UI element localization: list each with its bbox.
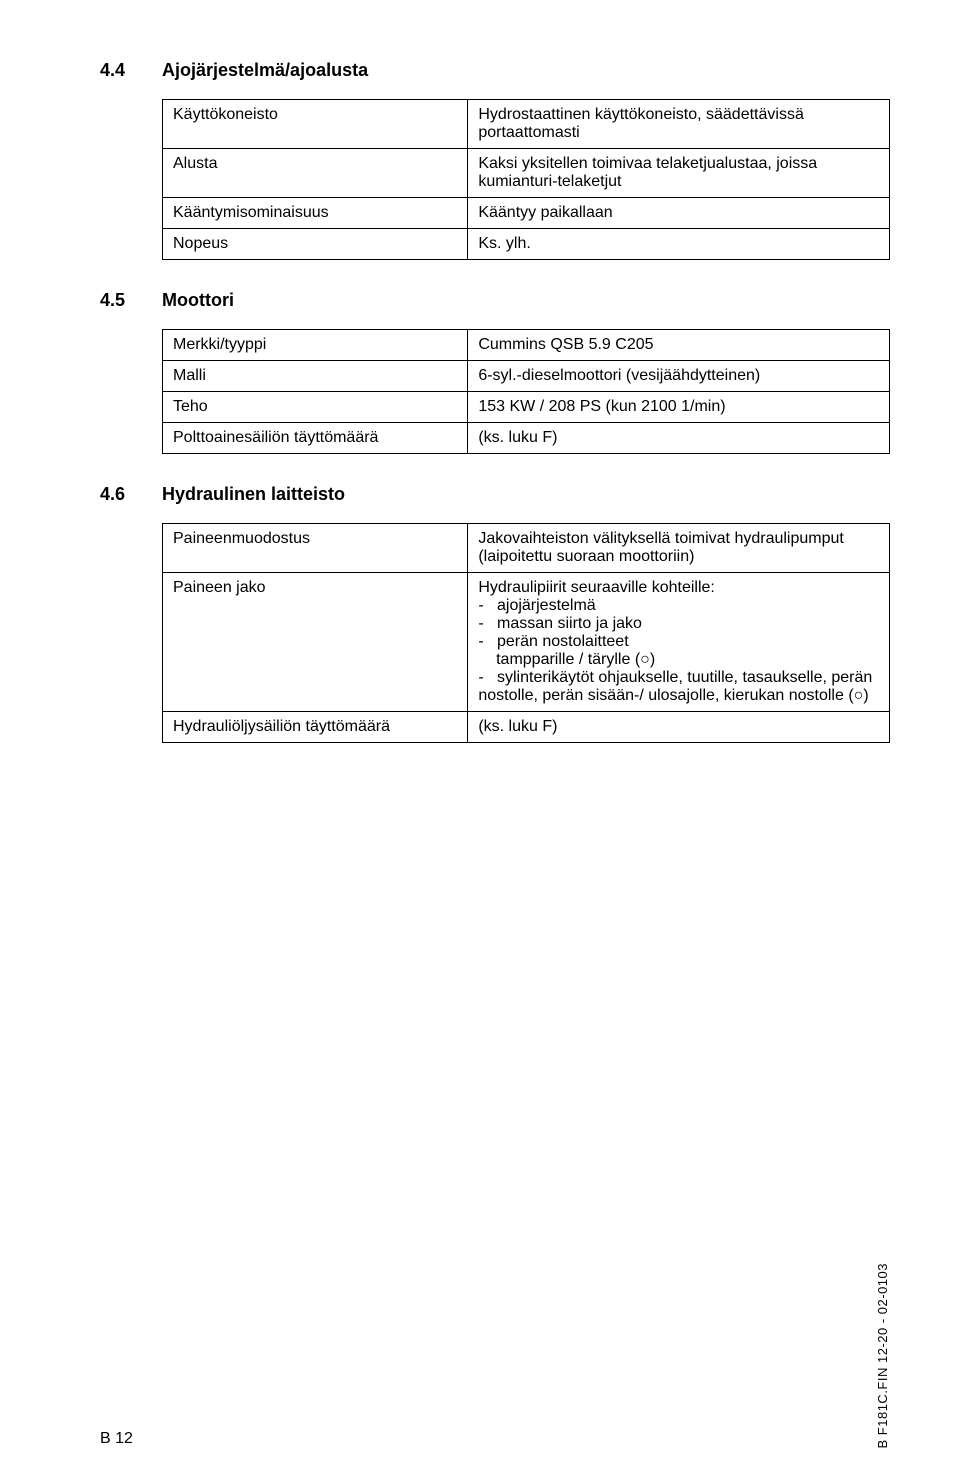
cell-value: Ks. ylh. [468, 229, 890, 260]
cell-value: Cummins QSB 5.9 C205 [468, 330, 890, 361]
cell-value: Kaksi yksitellen toimivaa telaketjualust… [468, 149, 890, 198]
cell-label: Malli [163, 361, 468, 392]
table-row: Malli 6-syl.-dieselmoottori (vesijäähdyt… [163, 361, 890, 392]
table-row: Nopeus Ks. ylh. [163, 229, 890, 260]
cell-value: Jakovaihteiston välityksellä toimivat hy… [468, 524, 890, 573]
table-45-wrap: Merkki/tyyppi Cummins QSB 5.9 C205 Malli… [162, 329, 890, 454]
table-row: Merkki/tyyppi Cummins QSB 5.9 C205 [163, 330, 890, 361]
cell-label: Käyttökoneisto [163, 100, 468, 149]
table-row: Alusta Kaksi yksitellen toimivaa telaket… [163, 149, 890, 198]
cell-label: Paineenmuodostus [163, 524, 468, 573]
table-row: Käyttökoneisto Hydrostaattinen käyttökon… [163, 100, 890, 149]
cell-value: 153 KW / 208 PS (kun 2100 1/min) [468, 392, 890, 423]
section-title: Ajojärjestelmä/ajoalusta [162, 60, 368, 81]
table-44: Käyttökoneisto Hydrostaattinen käyttökon… [162, 99, 890, 260]
table-44-wrap: Käyttökoneisto Hydrostaattinen käyttökon… [162, 99, 890, 260]
cell-value: Hydraulipiirit seuraaville kohteille:- a… [468, 573, 890, 712]
section-heading-45: 4.5 Moottori [100, 290, 890, 311]
section-title: Moottori [162, 290, 234, 311]
section-num: 4.6 [100, 484, 140, 505]
table-row: Kääntymisominaisuus Kääntyy paikallaan [163, 198, 890, 229]
cell-value: 6-syl.-dieselmoottori (vesijäähdytteinen… [468, 361, 890, 392]
cell-label: Alusta [163, 149, 468, 198]
cell-label: Hydrauliöljysäiliön täyttömäärä [163, 712, 468, 743]
table-46: Paineenmuodostus Jakovaihteiston välityk… [162, 523, 890, 743]
cell-label: Polttoainesäiliön täyttömäärä [163, 423, 468, 454]
table-row: Hydrauliöljysäiliön täyttömäärä (ks. luk… [163, 712, 890, 743]
page-footer: B 12 B F181C.FIN 12-20 - 02-0103 [100, 1263, 890, 1448]
table-row: Paineen jako Hydraulipiirit seuraaville … [163, 573, 890, 712]
cell-value: (ks. luku F) [468, 712, 890, 743]
section-heading-46: 4.6 Hydraulinen laitteisto [100, 484, 890, 505]
cell-label: Nopeus [163, 229, 468, 260]
table-row: Polttoainesäiliön täyttömäärä (ks. luku … [163, 423, 890, 454]
cell-label: Paineen jako [163, 573, 468, 712]
table-45: Merkki/tyyppi Cummins QSB 5.9 C205 Malli… [162, 329, 890, 454]
cell-label: Kääntymisominaisuus [163, 198, 468, 229]
section-num: 4.5 [100, 290, 140, 311]
section-title: Hydraulinen laitteisto [162, 484, 345, 505]
section-heading-44: 4.4 Ajojärjestelmä/ajoalusta [100, 60, 890, 81]
cell-label: Merkki/tyyppi [163, 330, 468, 361]
section-num: 4.4 [100, 60, 140, 81]
page-number: B 12 [100, 1430, 133, 1448]
cell-value: (ks. luku F) [468, 423, 890, 454]
doc-code: B F181C.FIN 12-20 - 02-0103 [875, 1263, 890, 1448]
table-46-wrap: Paineenmuodostus Jakovaihteiston välityk… [162, 523, 890, 743]
cell-value: Kääntyy paikallaan [468, 198, 890, 229]
cell-value: Hydrostaattinen käyttökoneisto, säädettä… [468, 100, 890, 149]
table-row: Teho 153 KW / 208 PS (kun 2100 1/min) [163, 392, 890, 423]
cell-label: Teho [163, 392, 468, 423]
table-row: Paineenmuodostus Jakovaihteiston välityk… [163, 524, 890, 573]
